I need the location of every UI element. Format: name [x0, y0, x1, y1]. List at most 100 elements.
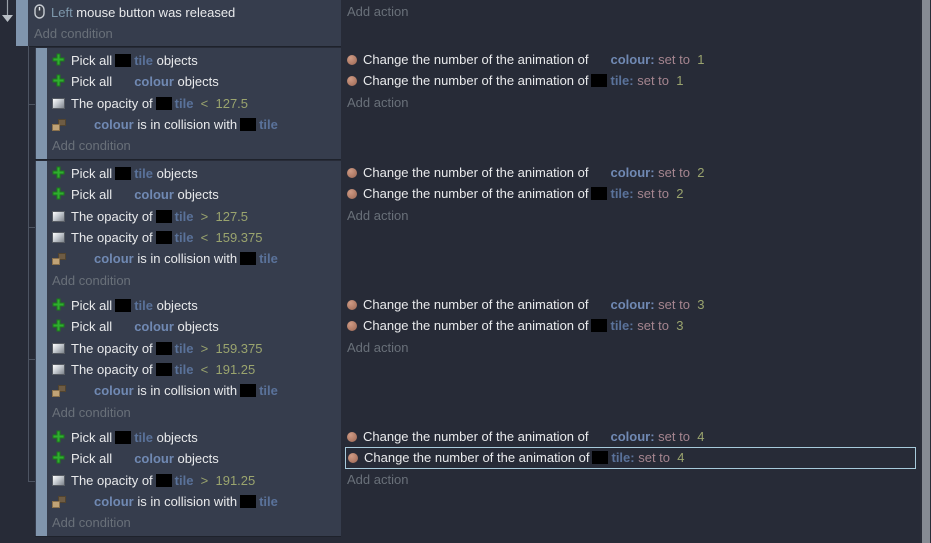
condition-row[interactable]: Pick all colour objects: [35, 184, 341, 205]
pick-objects-icon: [52, 430, 65, 446]
add-condition-button[interactable]: Add condition: [52, 138, 131, 154]
text: Pick all: [71, 298, 113, 314]
object-name-colour: colour:: [610, 429, 655, 445]
condition-row[interactable]: The opacity of tile > 127.5: [35, 206, 341, 227]
tile-object-icon: [591, 319, 608, 333]
subevent-indent-bar: [36, 293, 47, 426]
tree-branch-line: [28, 481, 36, 482]
pick-objects-icon: [52, 319, 65, 335]
condition-row[interactable]: Pick all colour objects: [35, 316, 341, 337]
action-row[interactable]: Change the number of the animation of col…: [345, 294, 916, 315]
tile-object-icon: [240, 118, 257, 132]
add-action-button[interactable]: Add action: [347, 339, 409, 355]
text: mouse button was released: [72, 5, 236, 21]
condition-row[interactable]: Pick all tile objects: [35, 427, 341, 448]
text: The opacity of: [71, 95, 153, 111]
object-name-colour: colour: [134, 319, 174, 335]
value-text: 3: [693, 297, 705, 313]
value-text: 1: [693, 52, 705, 68]
add-action-button[interactable]: Add action: [347, 471, 409, 487]
add-condition-button[interactable]: Add condition: [52, 515, 131, 531]
tile-object-icon: [240, 252, 257, 266]
action-row[interactable]: Change the number of the animation of col…: [345, 426, 916, 447]
add-action-button[interactable]: Add action: [347, 94, 409, 110]
subevent-actions-panel: Change the number of the animation of col…: [345, 294, 916, 358]
animation-action-icon: [347, 167, 357, 178]
condition-row[interactable]: colour is in collision with tile: [35, 380, 341, 401]
object-name-tile: tile: [134, 166, 153, 182]
condition-row[interactable]: Pick all colour objects: [35, 448, 341, 469]
add-action-button[interactable]: Add action: [347, 207, 409, 223]
collision-icon: [52, 118, 66, 131]
scrollbar-thumb[interactable]: [922, 0, 930, 543]
tree-trunk-line: [28, 46, 29, 481]
object-name-tile: tile: [259, 383, 278, 399]
condition-row[interactable]: colour is in collision with tile: [35, 491, 341, 512]
condition-row[interactable]: colour is in collision with tile: [35, 114, 341, 135]
text: Pick all: [71, 53, 113, 69]
text: Change the number of the animation of: [363, 429, 589, 445]
object-name-tile: tile: [174, 208, 194, 224]
object-name-tile: tile: [174, 472, 194, 488]
collision-icon: [52, 495, 66, 508]
condition-row[interactable]: The opacity of tile < 191.25: [35, 359, 341, 380]
tile-object-icon: [155, 473, 172, 487]
object-name-colour: colour: [134, 187, 174, 203]
add-condition-button[interactable]: Add condition: [52, 272, 131, 288]
animation-action-icon: [347, 54, 357, 65]
text: The opacity of: [71, 208, 153, 224]
animation-action-icon: [347, 320, 357, 331]
object-name-tile: tile:: [610, 318, 634, 334]
action-row[interactable]: Change the number of the animation of til…: [345, 183, 916, 204]
condition-row[interactable]: The opacity of tile < 127.5: [35, 93, 341, 114]
tree-branch-line: [28, 227, 36, 228]
opacity-icon: [52, 232, 65, 244]
tile-object-icon: [240, 384, 257, 398]
text: objects: [173, 74, 219, 90]
text: objects: [173, 451, 219, 467]
text: Pick all: [71, 74, 113, 90]
condition-row[interactable]: Pick all tile objects: [35, 163, 341, 184]
object-name-colour: colour: [94, 251, 134, 267]
set-to-text: set to: [634, 450, 674, 466]
condition-row[interactable]: Pick all tile objects: [35, 50, 341, 71]
pick-objects-icon: [52, 74, 65, 90]
opacity-icon: [52, 474, 65, 486]
action-row[interactable]: Change the number of the animation of col…: [345, 162, 916, 183]
add-condition-button[interactable]: Add condition: [34, 26, 113, 42]
pick-objects-icon: [52, 187, 65, 203]
blank-object-icon: [75, 495, 91, 508]
opacity-icon: [52, 364, 65, 376]
text: Pick all: [71, 187, 113, 203]
add-action-button[interactable]: Add action: [347, 4, 409, 20]
condition-row[interactable]: Pick all tile objects: [35, 295, 341, 316]
value-text: 2: [672, 186, 684, 202]
action-row[interactable]: Change the number of the animation of til…: [345, 70, 916, 91]
tree-branch-line: [28, 104, 36, 105]
tree-branch-line: [28, 359, 36, 360]
condition-row[interactable]: Left mouse button was released: [28, 2, 341, 23]
action-row[interactable]: Change the number of the animation of til…: [345, 315, 916, 336]
condition-row[interactable]: Pick all colour objects: [35, 71, 341, 92]
text: Pick all: [71, 430, 113, 446]
condition-row[interactable]: colour is in collision with tile: [35, 248, 341, 269]
set-to-text: set to: [654, 165, 694, 181]
object-name-tile: tile: [134, 298, 153, 314]
object-name-tile: tile: [134, 430, 153, 446]
value-text: 1: [672, 73, 684, 89]
condition-row[interactable]: The opacity of tile > 159.375: [35, 338, 341, 359]
blank-object-icon: [75, 252, 91, 265]
set-to-text: set to: [633, 318, 673, 334]
collapse-arrow-icon[interactable]: [2, 0, 14, 24]
action-row[interactable]: Change the number of the animation of til…: [345, 447, 916, 469]
object-name-tile: tile: [174, 340, 194, 356]
condition-row[interactable]: The opacity of tile > 191.25: [35, 470, 341, 491]
add-condition-button[interactable]: Add condition: [52, 404, 131, 420]
condition-row[interactable]: The opacity of tile < 159.375: [35, 227, 341, 248]
top-event-conditions-panel: Left mouse button was released Add condit…: [28, 0, 341, 46]
action-row[interactable]: Change the number of the animation of col…: [345, 49, 916, 70]
object-name-tile: tile: [174, 230, 194, 246]
blank-object-icon: [591, 53, 607, 66]
tile-object-icon: [591, 74, 608, 88]
value-text: > 191.25: [193, 472, 256, 488]
